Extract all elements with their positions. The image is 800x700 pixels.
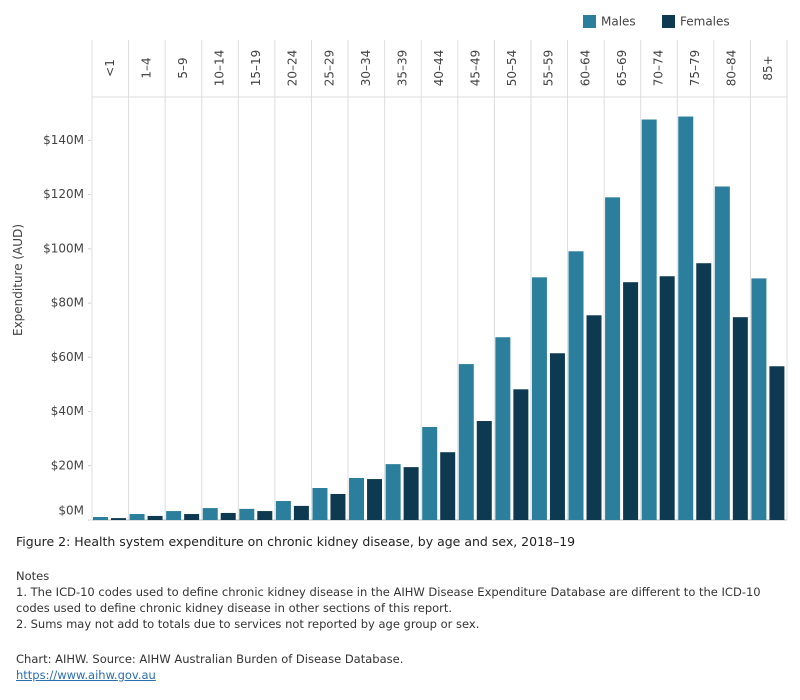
legend-label: Females bbox=[680, 15, 730, 29]
notes: Notes 1. The ICD-10 codes used to define… bbox=[16, 568, 786, 632]
bar bbox=[257, 511, 273, 520]
bar bbox=[513, 389, 529, 520]
legend-label: Males bbox=[601, 15, 636, 29]
bar bbox=[586, 315, 602, 520]
bar bbox=[605, 197, 621, 521]
y-tick-label: $20M bbox=[51, 458, 84, 472]
x-tick-label: 70–74 bbox=[651, 50, 665, 87]
bar bbox=[659, 276, 675, 520]
bar bbox=[166, 511, 182, 520]
source: Chart: AIHW. Source: AIHW Australian Bur… bbox=[16, 652, 404, 666]
bar bbox=[239, 508, 255, 520]
y-tick-label: $100M bbox=[43, 241, 84, 255]
bar bbox=[330, 493, 346, 520]
x-tick-label: 40–44 bbox=[432, 50, 446, 87]
source-block: Chart: AIHW. Source: AIHW Australian Bur… bbox=[16, 651, 403, 683]
bar bbox=[714, 186, 730, 520]
x-tick-label: 1–4 bbox=[139, 57, 153, 78]
bar bbox=[476, 421, 492, 520]
bar bbox=[110, 518, 126, 520]
x-tick-label: 60–64 bbox=[578, 50, 592, 87]
y-axis-title: Expenditure (AUD) bbox=[11, 224, 25, 336]
x-tick-label: 85+ bbox=[761, 55, 775, 80]
bar bbox=[349, 477, 365, 520]
bar bbox=[202, 508, 218, 520]
bar bbox=[531, 277, 547, 520]
bar bbox=[385, 464, 401, 520]
bar bbox=[147, 515, 163, 520]
x-tick-label: 50–54 bbox=[505, 50, 519, 87]
bar bbox=[623, 282, 639, 520]
notes-heading: Notes bbox=[16, 569, 50, 583]
note: 2. Sums may not add to totals due to ser… bbox=[16, 617, 480, 631]
bar bbox=[751, 278, 767, 520]
note: 1. The ICD-10 codes used to define chron… bbox=[16, 585, 761, 615]
bar bbox=[312, 488, 328, 520]
x-tick-label: 35–39 bbox=[395, 50, 409, 87]
x-tick-label: 30–34 bbox=[359, 50, 373, 87]
y-tick-label: $120M bbox=[43, 187, 84, 201]
bar bbox=[367, 479, 383, 520]
chart-title: Figure 2: Health system expenditure on c… bbox=[16, 534, 576, 549]
bar bbox=[549, 353, 565, 520]
bar bbox=[92, 517, 108, 520]
y-tick-label: $0M bbox=[58, 504, 84, 518]
bar bbox=[220, 512, 236, 520]
chart: Expenditure (AUD) $0M $20M $40M $60M $80M $10… bbox=[11, 15, 788, 521]
bar bbox=[732, 317, 748, 520]
bar bbox=[275, 501, 291, 520]
y-tick-label: $80M bbox=[51, 296, 84, 310]
x-tick-label: 20–24 bbox=[286, 50, 300, 87]
bar bbox=[678, 116, 694, 521]
y-tick-label: $140M bbox=[43, 133, 84, 147]
bar bbox=[293, 505, 309, 520]
x-tick-label: 25–29 bbox=[322, 50, 336, 87]
x-tick-label: 10–14 bbox=[213, 50, 227, 87]
y-tick-label: $40M bbox=[51, 404, 84, 418]
x-tick-label: 45–49 bbox=[469, 50, 483, 87]
x-tick-label: <1 bbox=[103, 59, 117, 77]
x-tick-label: 75–79 bbox=[688, 50, 702, 87]
bar bbox=[184, 514, 200, 520]
x-tick-label: 5–9 bbox=[176, 57, 190, 78]
bar bbox=[641, 119, 657, 520]
x-tick-label: 15–19 bbox=[249, 50, 263, 87]
bar bbox=[129, 514, 145, 520]
x-tick-label: 80–84 bbox=[725, 50, 739, 87]
bar bbox=[422, 426, 438, 520]
bar bbox=[440, 452, 456, 520]
x-tick-label: 55–59 bbox=[542, 50, 556, 87]
bar bbox=[403, 467, 419, 520]
bar bbox=[495, 337, 511, 520]
x-tick-label: 65–69 bbox=[615, 50, 629, 87]
bar bbox=[769, 366, 785, 520]
legend-swatch bbox=[662, 15, 675, 28]
link[interactable]: https://www.aihw.gov.au bbox=[16, 668, 156, 682]
bar bbox=[458, 364, 474, 520]
legend-swatch bbox=[583, 15, 596, 28]
bar bbox=[696, 263, 712, 520]
y-tick-label: $60M bbox=[51, 350, 84, 364]
bar bbox=[568, 251, 584, 520]
